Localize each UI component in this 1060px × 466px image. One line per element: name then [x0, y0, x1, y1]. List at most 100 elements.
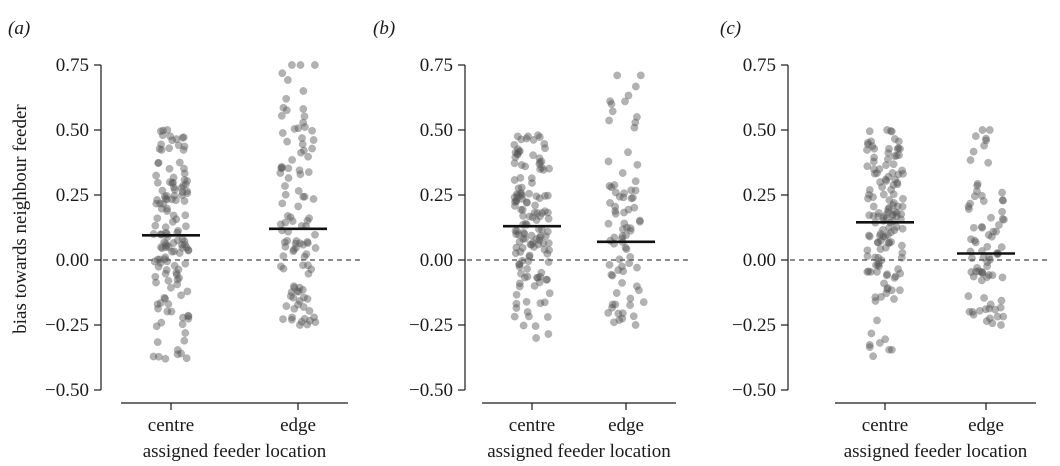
data-point — [973, 181, 982, 190]
data-point — [981, 305, 990, 314]
x-axis-title: assigned feeder location — [143, 441, 327, 462]
data-point — [181, 180, 190, 189]
data-point — [284, 164, 293, 173]
data-point — [884, 205, 893, 214]
data-point — [966, 156, 975, 165]
data-point — [863, 267, 872, 276]
data-point — [537, 157, 546, 166]
data-point — [181, 259, 190, 268]
data-point — [172, 215, 181, 224]
data-point — [544, 214, 553, 223]
y-tick-label: −0.50 — [732, 380, 776, 401]
data-point — [611, 188, 620, 197]
data-point — [281, 218, 290, 227]
data-point — [885, 196, 894, 205]
data-point — [977, 267, 986, 276]
data-point — [611, 202, 620, 211]
data-point — [154, 159, 163, 168]
data-point — [534, 240, 543, 249]
data-point — [160, 238, 169, 247]
data-point — [872, 261, 880, 270]
data-point — [289, 245, 298, 254]
data-point — [521, 234, 530, 243]
data-point — [537, 268, 546, 277]
data-point — [886, 127, 895, 135]
data-point — [606, 198, 614, 207]
data-point — [543, 227, 552, 236]
data-point — [985, 314, 994, 323]
data-point — [887, 228, 895, 237]
data-point — [152, 322, 161, 331]
data-point — [302, 250, 311, 259]
data-point — [303, 216, 312, 225]
data-point — [525, 251, 534, 260]
data-point — [155, 144, 164, 153]
data-point — [890, 152, 899, 161]
data-point — [159, 126, 168, 135]
data-point — [530, 242, 538, 251]
data-point — [608, 303, 617, 312]
x-tick-label: edge — [280, 415, 316, 436]
data-point — [610, 318, 618, 327]
data-point — [865, 232, 874, 241]
data-point — [540, 298, 549, 307]
data-point — [517, 205, 526, 214]
data-point — [512, 190, 521, 199]
data-point — [969, 310, 978, 319]
data-point — [978, 269, 987, 278]
data-point — [897, 210, 906, 219]
data-point — [157, 318, 166, 327]
data-point — [894, 265, 903, 274]
data-point — [308, 144, 317, 153]
data-point — [622, 231, 630, 240]
data-point — [511, 153, 520, 162]
data-point — [154, 304, 162, 313]
data-point — [998, 188, 1007, 197]
y-tick-label: 0.75 — [56, 55, 89, 76]
data-point — [170, 247, 179, 256]
data-point — [898, 166, 907, 175]
data-point — [984, 158, 993, 167]
data-point — [540, 139, 549, 148]
data-point — [294, 124, 303, 133]
data-point — [604, 308, 613, 317]
data-point — [525, 252, 534, 261]
data-point — [892, 212, 901, 221]
data-point — [535, 154, 544, 163]
data-point — [612, 289, 621, 297]
data-point — [179, 181, 188, 190]
data-point — [540, 207, 549, 216]
data-point — [610, 181, 619, 190]
data-point — [287, 288, 296, 297]
data-point — [988, 271, 997, 280]
data-point — [619, 267, 628, 276]
data-point — [296, 61, 305, 69]
data-point — [876, 231, 884, 240]
data-point — [983, 262, 992, 271]
data-point — [152, 199, 161, 208]
data-point — [874, 260, 882, 269]
data-point — [535, 278, 544, 287]
data-point — [893, 180, 902, 189]
data-point — [615, 192, 624, 201]
data-point — [607, 183, 616, 192]
data-point — [158, 186, 167, 195]
data-point — [864, 138, 872, 147]
data-point — [164, 300, 173, 309]
data-point — [311, 318, 320, 327]
data-point — [535, 212, 544, 221]
data-point — [967, 268, 976, 276]
data-point — [296, 239, 304, 248]
data-point — [170, 185, 179, 194]
data-point — [299, 261, 307, 270]
data-point — [517, 269, 525, 278]
data-point — [897, 253, 906, 262]
data-point — [867, 137, 876, 146]
data-point — [526, 240, 535, 249]
data-point — [543, 191, 552, 200]
data-point — [882, 176, 891, 185]
data-point — [868, 142, 877, 151]
y-tick-label: 0.75 — [743, 55, 776, 76]
data-point — [539, 165, 548, 174]
